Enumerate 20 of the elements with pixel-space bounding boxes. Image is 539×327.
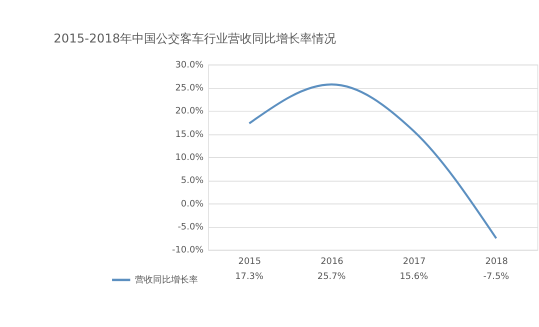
data-label: 17.3% [235, 272, 264, 282]
line-series [248, 83, 498, 240]
y-tick-label: -10.0% [172, 246, 204, 256]
y-tick-label: 10.0% [175, 153, 204, 164]
data-label: 25.7% [317, 272, 346, 282]
data-label: 15.6% [400, 272, 428, 282]
x-tick-label: 2015 [238, 257, 262, 268]
legend-label: 营收同比增长率 [134, 274, 198, 286]
y-tick-label: 0.0% [180, 199, 204, 210]
y-tick-label: -5.0% [178, 222, 204, 233]
x-tick-label: 2018 [485, 257, 508, 268]
chart-title: 2015-2018年中国公交客车行业营收同比增长率情况 [54, 32, 336, 46]
x-tick-label: 2016 [320, 257, 344, 268]
y-tick-label: 25.0% [175, 84, 204, 94]
y-tick-label: 30.0% [175, 60, 204, 70]
data-label: -7.5% [483, 272, 510, 282]
x-tick-label: 2017 [402, 257, 426, 268]
y-tick-label: 20.0% [175, 106, 204, 117]
y-tick-label: 5.0% [180, 176, 204, 186]
y-tick-label: 15.0% [175, 130, 204, 140]
